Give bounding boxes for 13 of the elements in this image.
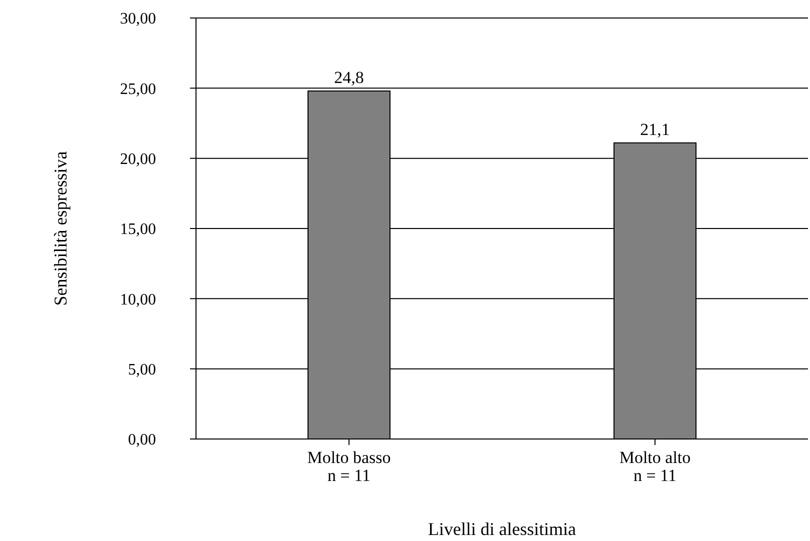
y-tick-label: 15,00 <box>120 221 156 238</box>
y-tick-label: 25,00 <box>120 80 156 98</box>
y-tick-label: 20,00 <box>120 151 156 168</box>
y-axis-title: Sensibilità espressiva <box>50 151 70 306</box>
x-axis-title: Livelli di alessitimia <box>428 519 576 539</box>
y-tick-label: 30,00 <box>120 10 156 28</box>
x-tick-label: Molto alto n = 11 <box>619 448 691 485</box>
x-tick-label: Molto basso n = 11 <box>307 448 391 485</box>
y-tick-label: 5,00 <box>128 362 156 379</box>
data-label: 24,8 <box>334 68 364 87</box>
y-tick-label: 0,00 <box>128 432 156 449</box>
y-tick-label: 10,00 <box>120 291 156 308</box>
data-label: 21,1 <box>640 120 670 139</box>
